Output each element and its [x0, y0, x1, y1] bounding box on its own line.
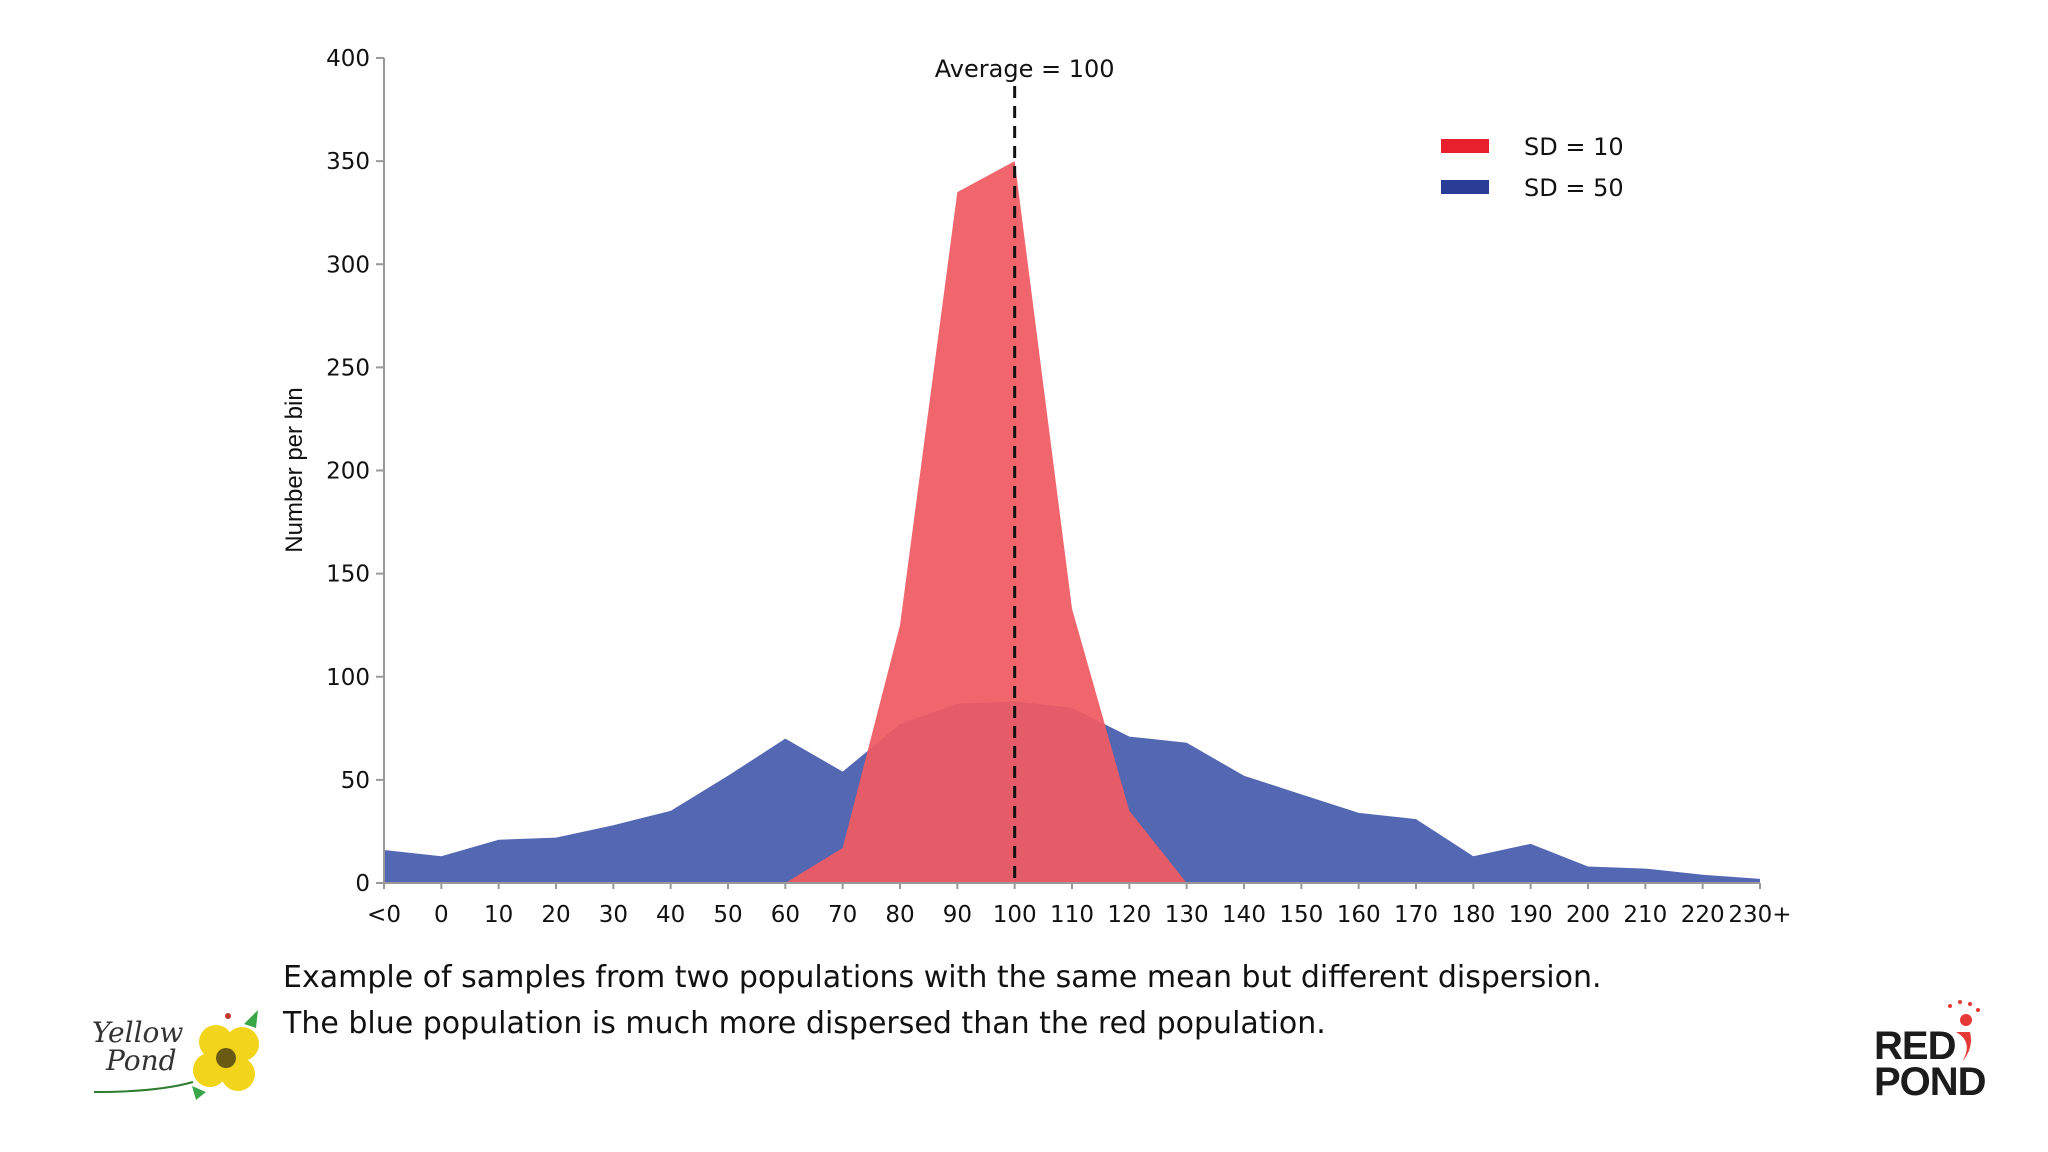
y-tick-label: 50 — [341, 768, 370, 794]
x-tick-label: 80 — [885, 902, 914, 928]
x-tick-label: 180 — [1451, 902, 1495, 928]
y-tick-label: 350 — [326, 149, 370, 175]
y-tick-label: 0 — [355, 871, 370, 897]
x-tick-label: 70 — [828, 902, 857, 928]
legend-swatch — [1441, 180, 1489, 194]
logo-right-line1: RED — [1874, 1024, 1956, 1068]
x-tick-label: 100 — [993, 902, 1037, 928]
logo-left-line2: Pond — [106, 1044, 177, 1077]
x-tick-label: <0 — [367, 902, 401, 928]
x-tick-label: 20 — [541, 902, 570, 928]
x-tick-label: 110 — [1050, 902, 1094, 928]
x-tick-label: 200 — [1566, 902, 1610, 928]
y-tick-label: 150 — [326, 562, 370, 588]
x-tick-label: 120 — [1107, 902, 1151, 928]
x-tick-label: 190 — [1509, 902, 1553, 928]
x-tick-label: 140 — [1222, 902, 1266, 928]
series-layer — [384, 161, 1760, 883]
x-tick-label: 10 — [484, 902, 513, 928]
yellow-flower-icon — [93, 1010, 259, 1100]
ticks-layer: 0 50 100 150 200 250 300 350 400 <0 0 10 20 30 40 50 60 7… — [326, 46, 1791, 928]
y-tick-label: 250 — [326, 355, 370, 381]
red-pond-logo: RED POND — [1870, 998, 1990, 1108]
logo-left-line1: Yellow — [92, 1016, 184, 1049]
x-tick-label: 220 — [1681, 902, 1725, 928]
average-label: Average = 100 — [935, 55, 1115, 83]
legend-label: SD = 10 — [1524, 133, 1624, 161]
x-tick-label: 210 — [1623, 902, 1667, 928]
x-tick-label: 170 — [1394, 902, 1438, 928]
x-tick-label: 50 — [713, 902, 742, 928]
y-axis-title: Number per bin — [281, 387, 308, 552]
x-tick-label: 90 — [943, 902, 972, 928]
x-tick-label: 30 — [599, 902, 628, 928]
caption-line-2: The blue population is much more dispers… — [283, 1006, 1326, 1041]
red-figure-icon — [1948, 1000, 1980, 1062]
x-tick-label: 40 — [656, 902, 685, 928]
yellow-pond-logo: Yellow Pond — [88, 1000, 278, 1110]
x-tick-label: 0 — [434, 902, 449, 928]
legend: SD = 10 SD = 50 — [1441, 133, 1624, 202]
legend-swatch — [1441, 139, 1489, 153]
logo-right-line2: POND — [1874, 1060, 1987, 1104]
series-area-sd-10 — [384, 161, 1760, 883]
y-tick-label: 100 — [326, 665, 370, 691]
legend-label: SD = 50 — [1524, 174, 1624, 202]
x-tick-label: 150 — [1279, 902, 1323, 928]
y-tick-label: 400 — [326, 46, 370, 72]
x-tick-label: 60 — [771, 902, 800, 928]
y-tick-label: 200 — [326, 459, 370, 485]
x-tick-label: 130 — [1165, 902, 1209, 928]
x-tick-label: 160 — [1337, 902, 1381, 928]
y-tick-label: 300 — [326, 252, 370, 278]
x-tick-label: 230+ — [1728, 902, 1791, 928]
caption-line-1: Example of samples from two populations … — [283, 960, 1602, 995]
